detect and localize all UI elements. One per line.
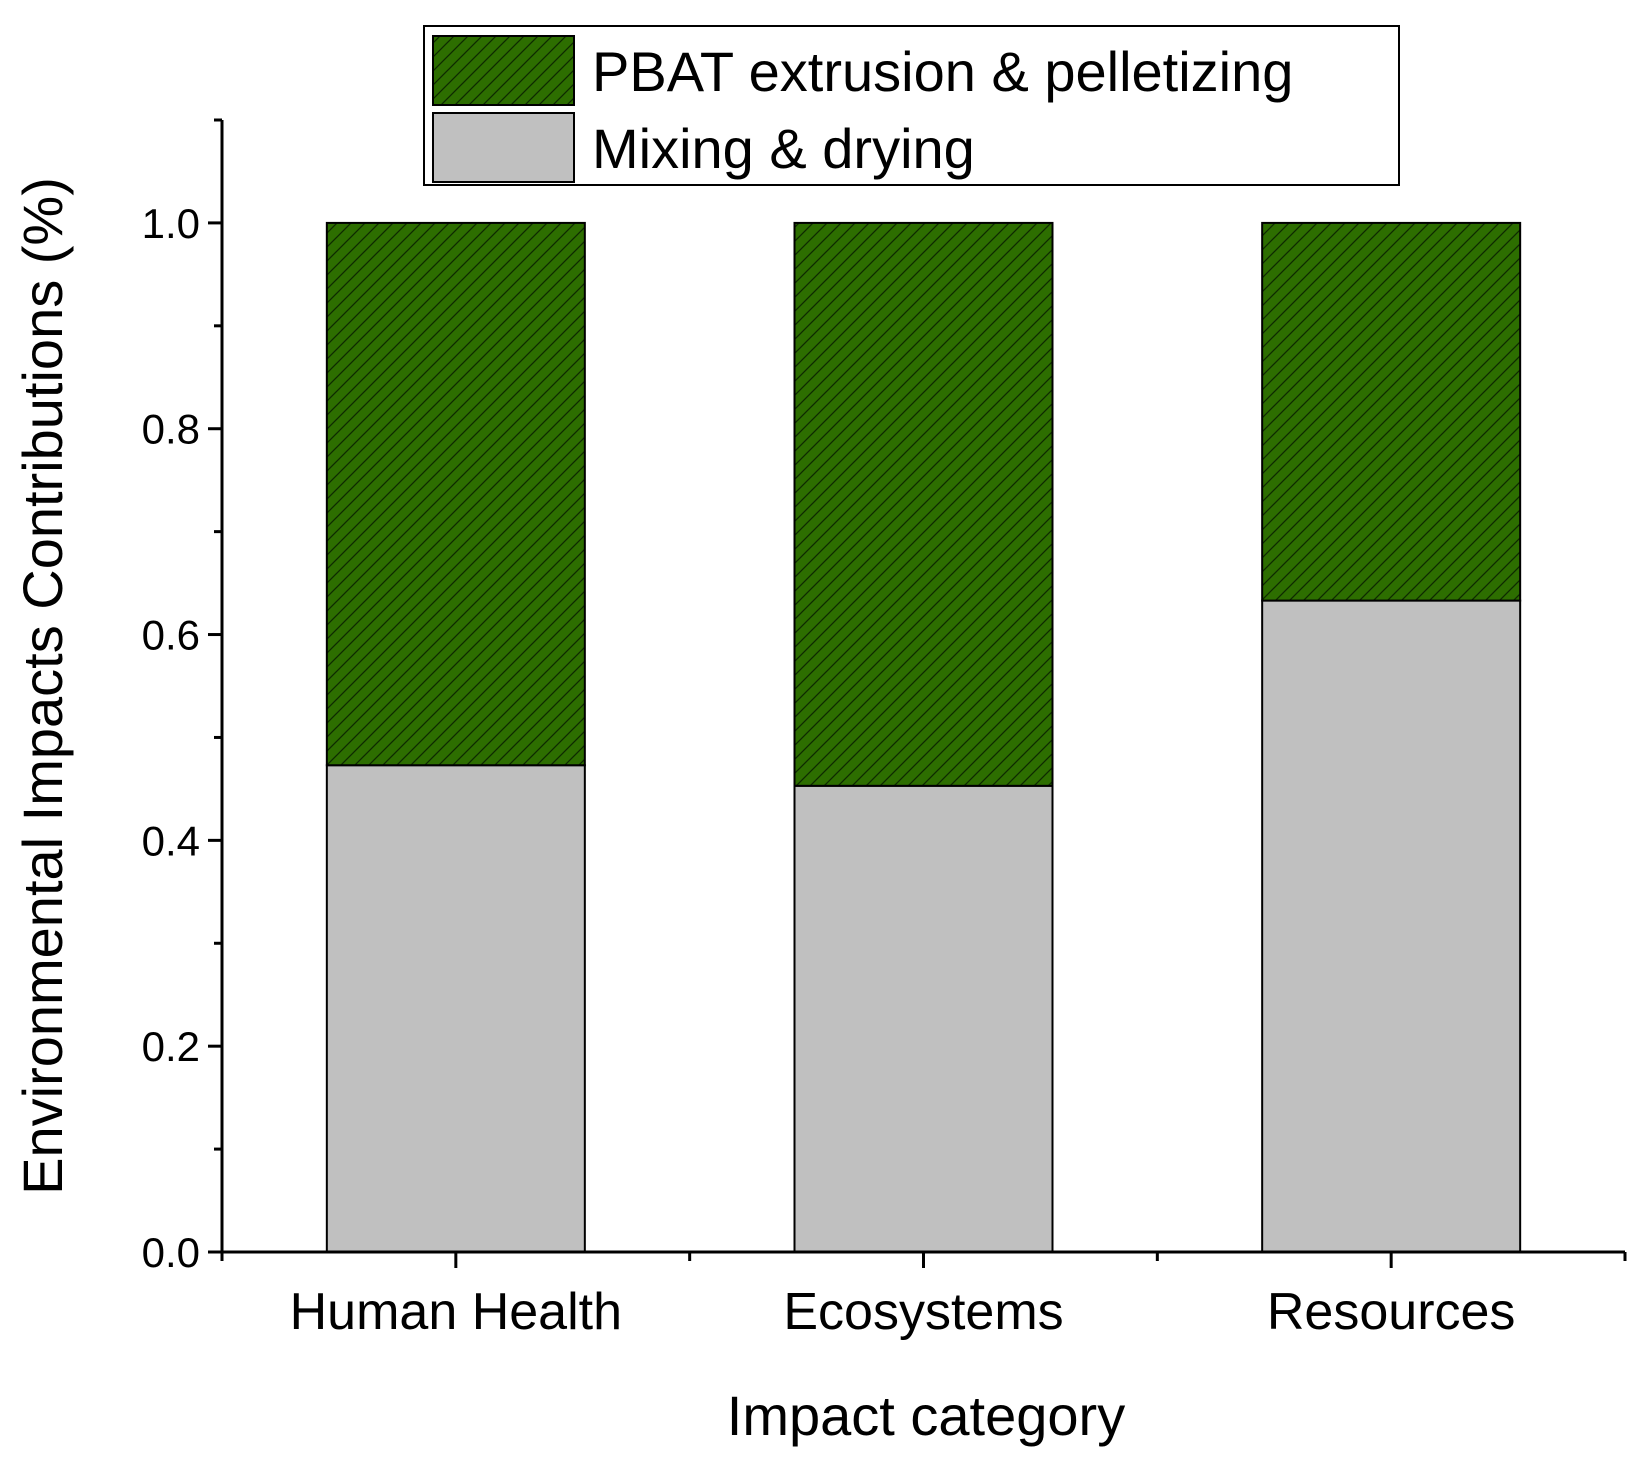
legend: PBAT extrusion & pelletizing Mixing & dr… [423,25,1400,186]
y-tick-label: 0.0 [142,1229,200,1276]
bar-human-health-mixing-drying [325,764,586,1253]
legend-label-pbat: PBAT extrusion & pelletizing [592,40,1293,103]
y-tick-label: 1.0 [142,200,200,247]
y-tick-label: 0.8 [142,406,200,453]
y-tick-label: 0.4 [142,817,200,864]
bar-resources-mixing-drying [1261,599,1522,1253]
legend-swatch-mixing [432,112,575,183]
x-tick-label: Resources [1267,1283,1516,1341]
bars-layer [325,221,1522,1254]
y-axis-title: Environmental Impacts Contributions (%) [11,177,74,1195]
x-axis-title: Impact category [727,1384,1125,1447]
legend-box [423,25,1400,186]
y-tick-label: 0.2 [142,1023,200,1070]
x-ticks-layer: Human Health Ecosystems Resources [220,1252,1627,1341]
legend-swatch-pbat [432,35,575,106]
bar-resources-pbat-extrusion-pelletizing [1261,221,1522,602]
bar-human-health-pbat-extrusion-pelletizing [325,221,586,767]
legend-label-mixing: Mixing & drying [592,117,975,180]
y-tick-label: 0.6 [142,612,200,659]
bar-ecosystems-pbat-extrusion-pelletizing [793,221,1054,787]
bar-ecosystems-mixing-drying [793,784,1054,1254]
x-tick-label: Ecosystems [783,1283,1063,1341]
y-ticks-layer: 0.0 0.2 0.4 0.6 0.8 1.0 [142,118,222,1276]
x-tick-label: Human Health [290,1283,622,1341]
